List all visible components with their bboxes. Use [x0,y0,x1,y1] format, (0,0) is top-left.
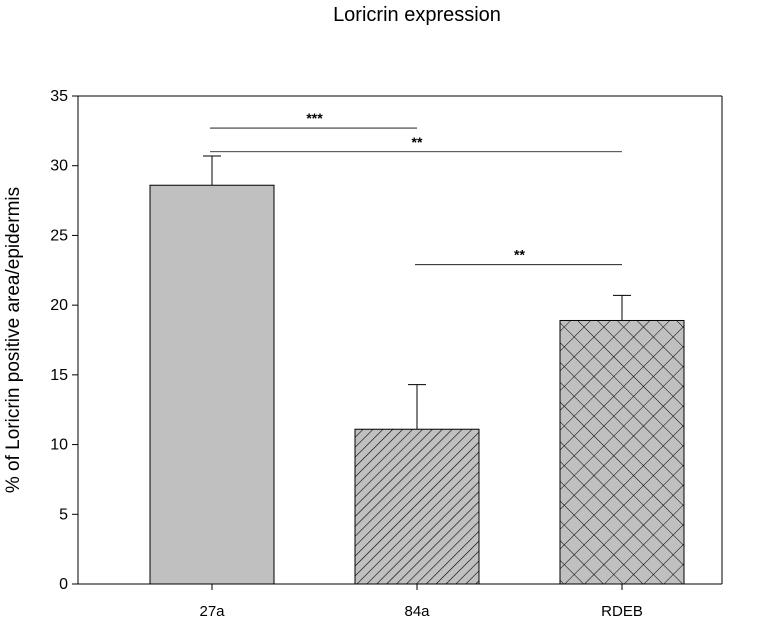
x-tick-label: RDEB [601,603,643,620]
bar [354,428,480,585]
y-tick-label: 0 [59,576,68,593]
bar [559,319,685,585]
y-axis-label: % of Loricrin positive area/epidermis [3,187,24,493]
x-tick-label: 27a [199,603,225,620]
significance-label: *** [306,110,323,126]
y-tick-label: 5 [59,506,68,523]
chart-title: Loricrin expression [333,4,501,26]
y-tick-label: 35 [50,88,68,105]
significance-label: ** [514,247,525,263]
x-tick-label: 84a [404,603,430,620]
y-tick-label: 30 [50,158,68,175]
y-tick-label: 10 [50,437,68,454]
y-tick-label: 15 [50,367,68,384]
y-tick-label: 25 [50,227,68,244]
y-tick-label: 20 [50,297,68,314]
bar [149,184,275,585]
significance-label: ** [412,134,423,150]
